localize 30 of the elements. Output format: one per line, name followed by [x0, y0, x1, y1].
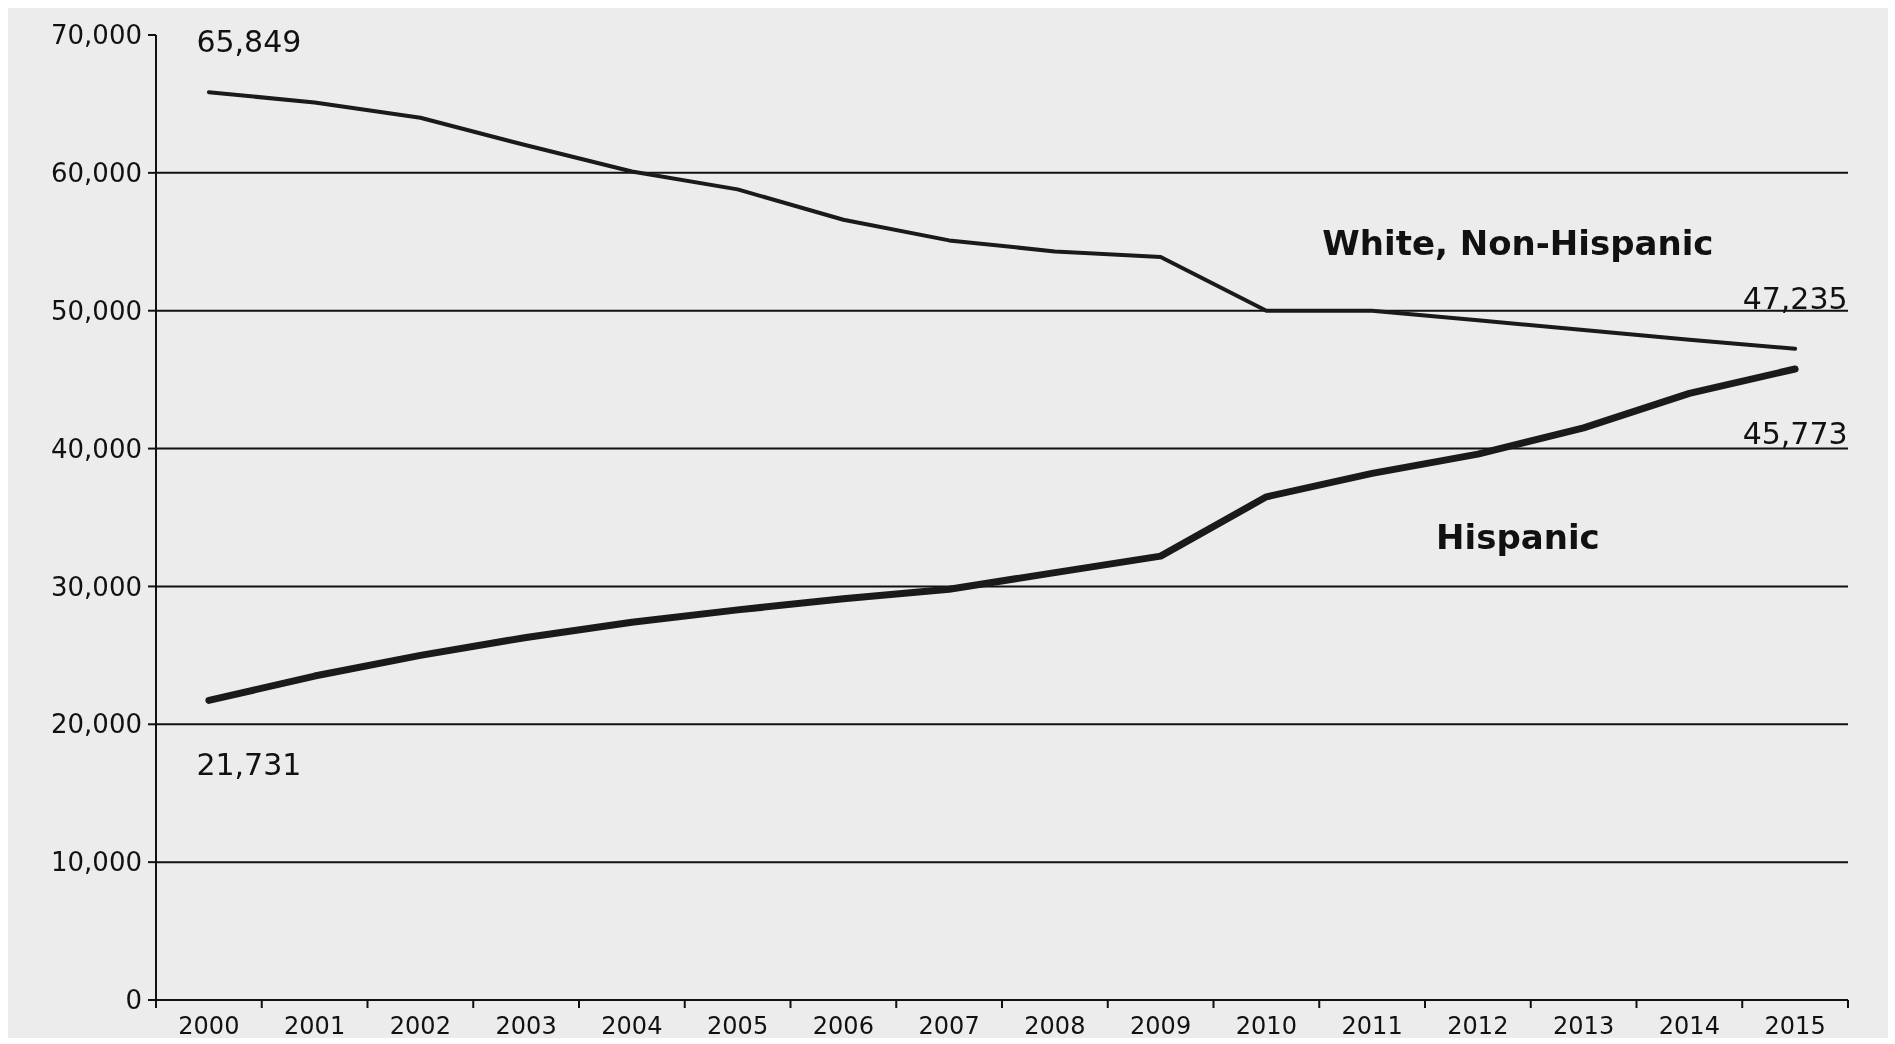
- x-tick-label: 2001: [284, 1012, 346, 1040]
- x-tick-label: 2009: [1130, 1012, 1192, 1040]
- series-label: Hispanic: [1436, 517, 1600, 558]
- x-tick-label: 2010: [1235, 1012, 1297, 1040]
- x-tick-label: 2007: [918, 1012, 980, 1040]
- y-tick-label: 50,000: [51, 295, 142, 326]
- x-tick-label: 2014: [1658, 1012, 1720, 1040]
- y-tick-label: 70,000: [51, 20, 142, 51]
- x-tick-label: 2003: [495, 1012, 557, 1040]
- x-tick-label: 2015: [1764, 1012, 1826, 1040]
- x-tick-label: 2002: [389, 1012, 451, 1040]
- y-tick-label: 20,000: [51, 709, 142, 740]
- x-tick-label: 2011: [1341, 1012, 1403, 1040]
- x-tick-label: 2005: [707, 1012, 769, 1040]
- x-tick-label: 2012: [1447, 1012, 1509, 1040]
- y-tick-label: 60,000: [51, 157, 142, 188]
- series-label: White, Non-Hispanic: [1322, 223, 1714, 264]
- x-tick-label: 2000: [178, 1012, 240, 1040]
- data-label: 21,731: [196, 747, 302, 783]
- data-label: 65,849: [196, 24, 302, 60]
- x-tick-label: 2004: [601, 1012, 663, 1040]
- y-tick-label: 10,000: [51, 847, 142, 878]
- data-label: 47,235: [1742, 280, 1848, 316]
- x-tick-label: 2008: [1024, 1012, 1086, 1040]
- x-tick-label: 2006: [812, 1012, 874, 1040]
- y-tick-label: 0: [125, 985, 142, 1016]
- data-label: 45,773: [1742, 415, 1848, 451]
- y-tick-label: 30,000: [51, 571, 142, 602]
- x-tick-label: 2013: [1553, 1012, 1615, 1040]
- y-tick-label: 40,000: [51, 433, 142, 464]
